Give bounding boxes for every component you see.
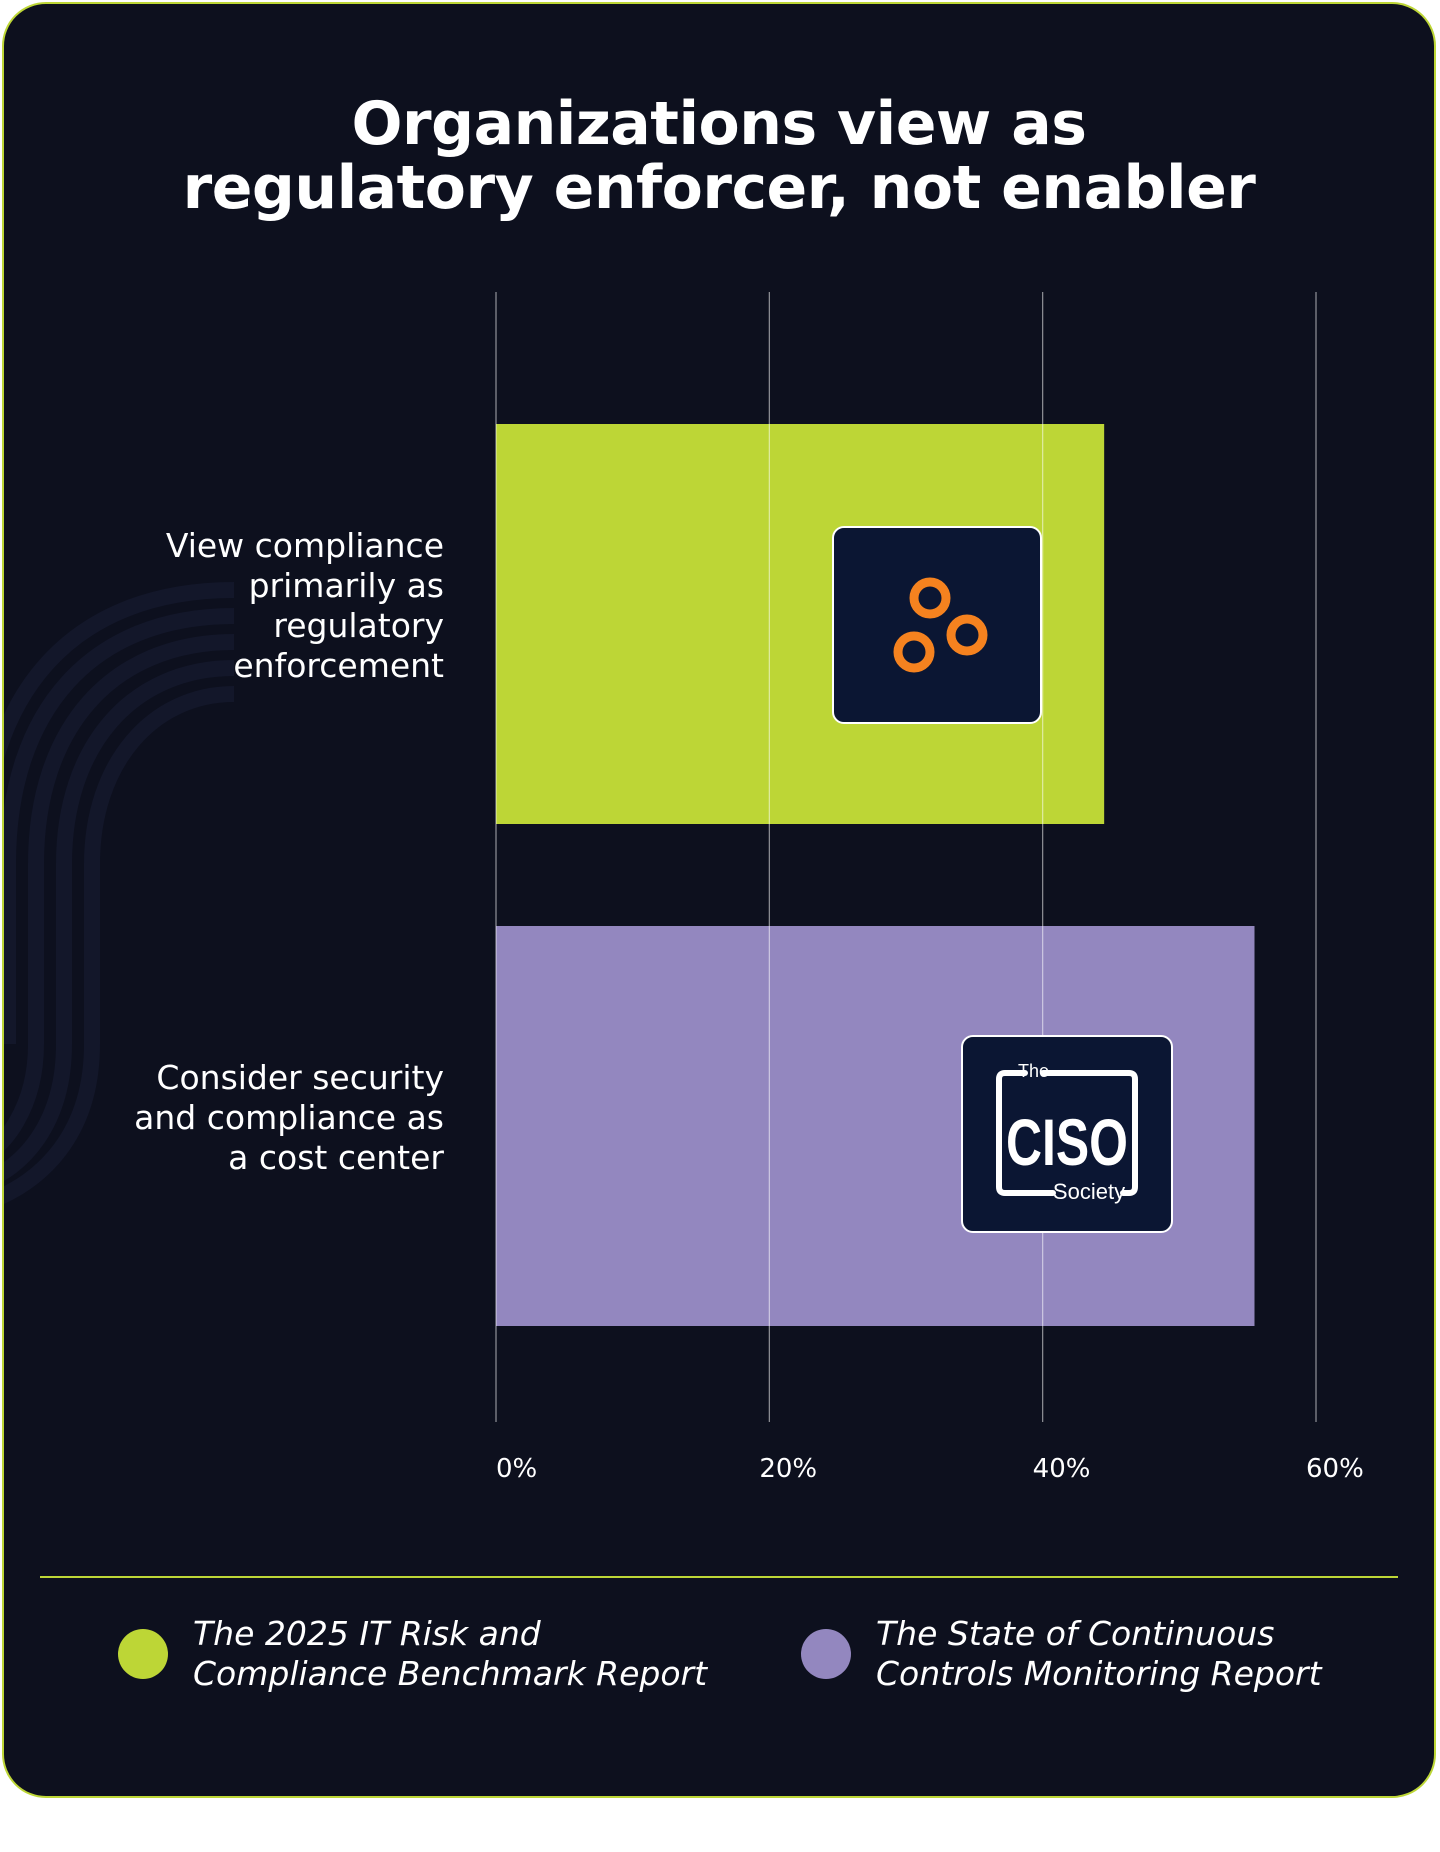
legend-swatch-purple (801, 1629, 851, 1679)
legend-divider (40, 1576, 1398, 1578)
legend-swatch-green (118, 1629, 168, 1679)
chart-title: Organizations view as regulatory enforce… (4, 92, 1434, 220)
legend-label-ccm: The State of Continuous Controls Monitor… (876, 1614, 1322, 1693)
title-line-1: Organizations view as (351, 89, 1087, 159)
category-label-enforcement: View compliance primarily as regulatory … (165, 526, 444, 685)
bar-chart: 0% 20% 40% 60% (495, 292, 1364, 1484)
tick-label-20: 20% (759, 1454, 817, 1484)
ciso-the-text: The (1018, 1061, 1049, 1081)
tick-label-60: 60% (1306, 1454, 1364, 1484)
title-line-2: regulatory enforcer, not enabler (182, 153, 1256, 223)
rings-icon (893, 577, 988, 673)
tick-label-40: 40% (1033, 1454, 1091, 1484)
chart-card: Organizations view as regulatory enforce… (2, 2, 1436, 1798)
decorative-arcs (4, 582, 235, 1204)
ciso-society-logo: The CISO Society (961, 1035, 1173, 1233)
category-label-cost-center: Consider security and compliance as a co… (134, 1058, 444, 1177)
ciso-society-icon: The CISO Society (996, 1061, 1138, 1204)
orange-rings-logo (832, 526, 1042, 724)
legend-item-ccm: The State of Continuous Controls Monitor… (801, 1614, 1376, 1694)
legend-label-benchmark: The 2025 IT Risk and Compliance Benchmar… (193, 1614, 708, 1693)
legend-item-benchmark: The 2025 IT Risk and Compliance Benchmar… (118, 1614, 723, 1694)
ciso-main-text: CISO (1006, 1105, 1128, 1179)
tick-label-0: 0% (496, 1454, 537, 1484)
ciso-society-text: Society (1053, 1179, 1125, 1204)
